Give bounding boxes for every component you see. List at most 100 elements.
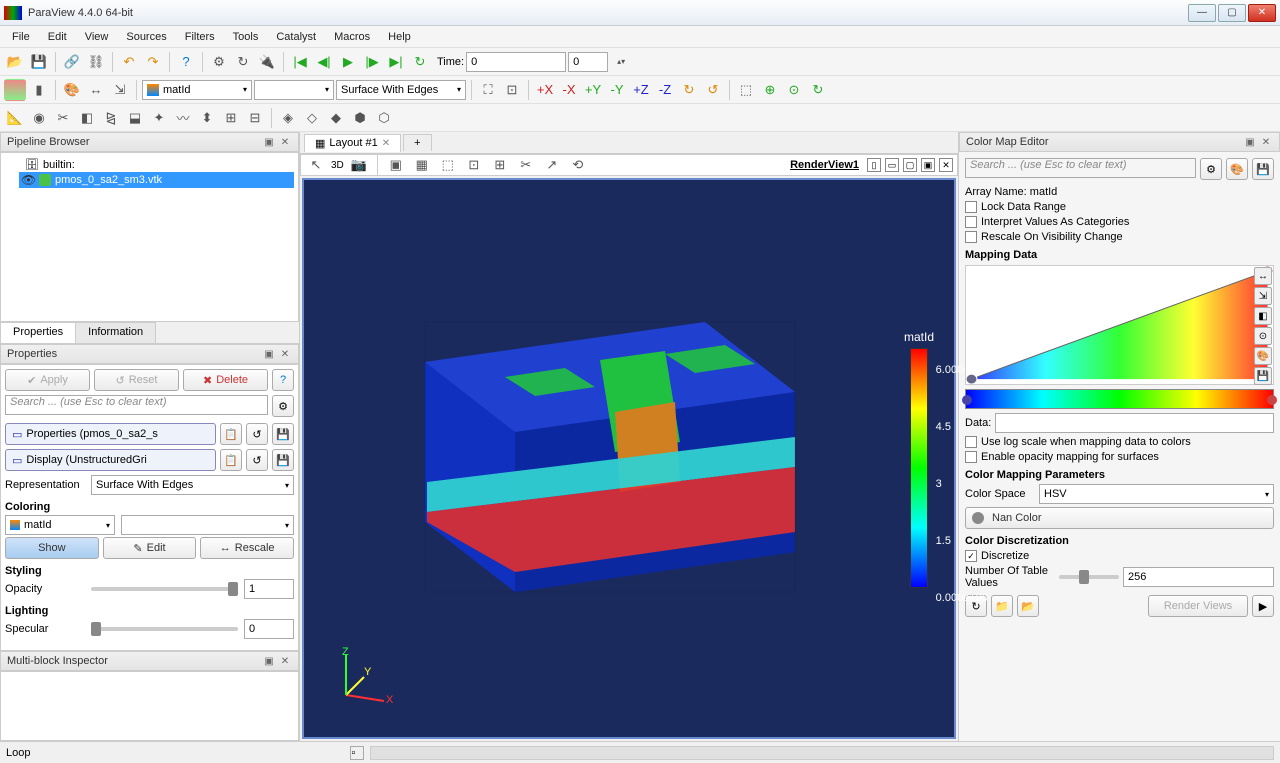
filter-2-icon[interactable]: ◇ <box>301 107 323 129</box>
properties-section[interactable]: ▭Properties (pmos_0_sa2_s <box>5 423 216 445</box>
rv-tool-1-icon[interactable]: ▣ <box>385 154 407 176</box>
pipeline-float-icon[interactable]: ▣ <box>262 135 276 149</box>
maximize-view-icon[interactable]: ▢ <box>903 158 917 172</box>
calculator-icon[interactable]: 📐 <box>4 107 26 129</box>
color-swatch-icon[interactable] <box>4 79 26 101</box>
cme-float-icon[interactable]: ▣ <box>1243 135 1257 149</box>
filter-5-icon[interactable]: ⬡ <box>373 107 395 129</box>
slice-icon[interactable]: ◧ <box>76 107 98 129</box>
mapping-btn-4-icon[interactable]: ⊙ <box>1254 327 1272 345</box>
multiblock-float-icon[interactable]: ▣ <box>262 654 276 668</box>
props-close-icon[interactable]: ✕ <box>278 347 292 361</box>
delete-button[interactable]: ✖Delete <box>183 369 268 391</box>
x-plus-icon[interactable]: +X <box>534 79 556 101</box>
color-legend-icon[interactable]: ▮ <box>28 79 50 101</box>
camera-icon[interactable]: 📷 <box>348 154 370 176</box>
lock-range-checkbox[interactable] <box>965 201 977 213</box>
split-v-icon[interactable]: ▭ <box>885 158 899 172</box>
y-plus-icon[interactable]: +Y <box>582 79 604 101</box>
close-view-icon[interactable]: ✕ <box>939 158 953 172</box>
copy-icon[interactable]: 📋 <box>220 423 242 445</box>
menu-view[interactable]: View <box>77 29 117 45</box>
specular-value[interactable]: 0 <box>244 619 294 639</box>
cme-action-2-icon[interactable]: 📁 <box>991 595 1013 617</box>
open-icon[interactable]: 📂 <box>4 51 26 73</box>
menu-tools[interactable]: Tools <box>225 29 267 45</box>
advanced-toggle-icon[interactable]: ⚙ <box>272 395 294 417</box>
reset-button[interactable]: ↺Reset <box>94 369 179 391</box>
pipeline-browser[interactable]: 🗄 builtin: 👁 pmos_0_sa2_sm3.vtk <box>0 152 299 322</box>
undo-icon[interactable]: ↶ <box>118 51 140 73</box>
rescale-range-icon[interactable]: ↔ <box>85 79 107 101</box>
minimize-button[interactable]: — <box>1188 4 1216 22</box>
group-icon[interactable]: ⊞ <box>220 107 242 129</box>
contour-icon[interactable]: ◉ <box>28 107 50 129</box>
z-plus-icon[interactable]: +Z <box>630 79 652 101</box>
last-frame-icon[interactable]: ▶| <box>385 51 407 73</box>
rv-tool-5-icon[interactable]: ⊞ <box>489 154 511 176</box>
menu-edit[interactable]: Edit <box>40 29 75 45</box>
rv-tool-2-icon[interactable]: ▦ <box>411 154 433 176</box>
rotate-neg90-icon[interactable]: ↺ <box>702 79 724 101</box>
threshold-icon[interactable]: ⧎ <box>100 107 122 129</box>
rv-tool-6-icon[interactable]: ✂ <box>515 154 537 176</box>
render-views-button[interactable]: Render Views <box>1148 595 1248 617</box>
zoom-data-icon[interactable]: ⊡ <box>501 79 523 101</box>
tree-item-vtk[interactable]: 👁 pmos_0_sa2_sm3.vtk <box>19 172 294 188</box>
filter-4-icon[interactable]: ⬢ <box>349 107 371 129</box>
opacity-slider[interactable] <box>91 587 238 591</box>
z-minus-icon[interactable]: -Z <box>654 79 676 101</box>
show-button[interactable]: Show <box>5 537 99 559</box>
tab-information[interactable]: Information <box>75 322 156 343</box>
warp-icon[interactable]: ⬍ <box>196 107 218 129</box>
rescale-button[interactable]: ↔ Rescale <box>200 537 294 559</box>
clip-icon[interactable]: ✂ <box>52 107 74 129</box>
color-array-combo[interactable]: matId▾ <box>142 80 252 100</box>
cme-close-icon[interactable]: ✕ <box>1259 135 1273 149</box>
time-spinner-icon[interactable]: ▴▾ <box>610 51 632 73</box>
data-value-input[interactable] <box>995 413 1274 433</box>
apply-button[interactable]: ✔Apply <box>5 369 90 391</box>
display-section[interactable]: ▭Display (UnstructuredGri <box>5 449 216 471</box>
save-section-icon[interactable]: 💾 <box>272 423 294 445</box>
menu-filters[interactable]: Filters <box>177 29 223 45</box>
render-view[interactable]: X Y Z matId 6.000e+00 4.5 3 1.5 0.000e+0… <box>302 178 956 739</box>
glyph-icon[interactable]: ✦ <box>148 107 170 129</box>
render-views-icon[interactable]: ▶ <box>1252 595 1274 617</box>
mapping-btn-5-icon[interactable]: 🎨 <box>1254 347 1272 365</box>
selection-icon[interactable]: ⬚ <box>735 79 757 101</box>
reset-center-icon[interactable]: ⊙ <box>783 79 805 101</box>
loop-icon[interactable]: ↻ <box>409 51 431 73</box>
maximize-button[interactable]: ▢ <box>1218 4 1246 22</box>
rotate-90-icon[interactable]: ↻ <box>678 79 700 101</box>
cme-advanced-icon[interactable]: ⚙ <box>1200 158 1222 180</box>
filter-1-icon[interactable]: ◈ <box>277 107 299 129</box>
props-float-icon[interactable]: ▣ <box>262 347 276 361</box>
mapping-btn-1-icon[interactable]: ↔ <box>1254 267 1272 285</box>
nan-color-button[interactable]: Nan Color <box>965 507 1274 529</box>
rescale-vis-checkbox[interactable] <box>965 231 977 243</box>
mapping-btn-6-icon[interactable]: 💾 <box>1254 367 1272 385</box>
time-index[interactable]: 0 <box>568 52 608 72</box>
tab-properties[interactable]: Properties <box>0 322 76 343</box>
disconnect-icon[interactable]: ⛓ <box>85 51 107 73</box>
layout-add-button[interactable]: + <box>403 134 431 151</box>
select-icon[interactable]: ↖ <box>305 154 327 176</box>
menu-help[interactable]: Help <box>380 29 419 45</box>
play-icon[interactable]: ▶ <box>337 51 359 73</box>
rv-tool-7-icon[interactable]: ↗ <box>541 154 563 176</box>
restore-view-icon[interactable]: ▣ <box>921 158 935 172</box>
menu-catalyst[interactable]: Catalyst <box>268 29 324 45</box>
mapping-btn-3-icon[interactable]: ◧ <box>1254 307 1272 325</box>
copy-display-icon[interactable]: 📋 <box>220 449 242 471</box>
plugin-icon[interactable]: 🔌 <box>256 51 278 73</box>
auto-apply-icon[interactable]: ⚙ <box>208 51 230 73</box>
help-button[interactable]: ? <box>272 369 294 391</box>
opacity-value[interactable]: 1 <box>244 579 294 599</box>
reset-section-icon[interactable]: ↺ <box>246 423 268 445</box>
layout-tab-1[interactable]: ▦ Layout #1 ✕ <box>304 134 401 152</box>
cme-save-icon[interactable]: 💾 <box>1252 158 1274 180</box>
interpret-checkbox[interactable] <box>965 216 977 228</box>
visibility-icon[interactable]: 👁 <box>21 173 35 187</box>
edit-color-icon[interactable]: 🎨 <box>61 79 83 101</box>
